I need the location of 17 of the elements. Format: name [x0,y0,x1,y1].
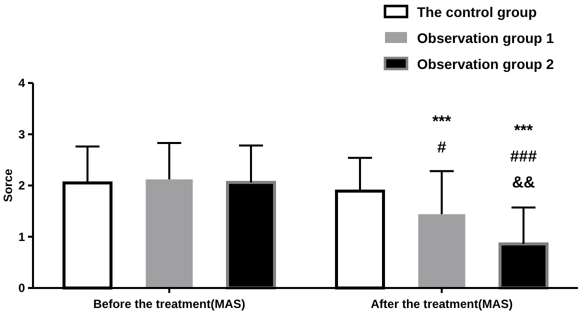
y-axis-title: Sorce [1,168,15,202]
legend-label: Observation group 1 [417,30,554,46]
annotation: *** [432,114,452,131]
y-tick-label: 2 [18,178,26,193]
annotation: && [512,174,536,192]
annotation: *** [514,122,534,140]
y-tick-label: 3 [18,127,26,142]
y-tick-label: 4 [18,76,26,90]
annotation: # [437,140,446,157]
legend-label: Observation group 2 [417,56,554,72]
y-tick-label: 0 [18,281,26,296]
bar [146,179,193,288]
x-tick-label: Before the treatment(MAS) [93,297,246,311]
y-tick-label: 1 [18,230,26,244]
x-tick-label: After the treatment(MAS) [370,297,513,311]
annotation: ### [510,148,537,166]
legend-label: The control group [417,4,537,20]
